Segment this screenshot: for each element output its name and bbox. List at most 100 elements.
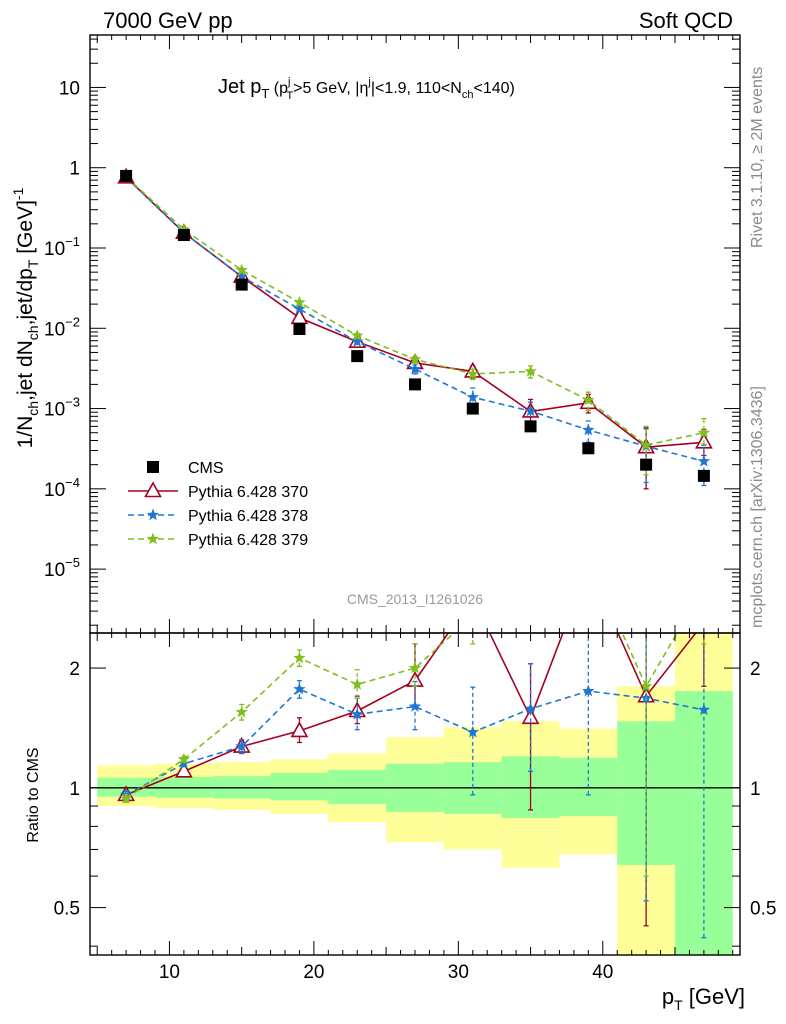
ratio-point: [177, 757, 191, 769]
y-tick-label: 10−5: [44, 555, 80, 581]
ratio-y-axis-label: Ratio to CMS: [25, 747, 42, 842]
ratio-point: [408, 700, 422, 712]
title-part: |<1.9, 110<N: [371, 80, 462, 97]
ylabel-part: T: [25, 259, 41, 268]
cms-point: [235, 278, 248, 291]
main-point: [293, 295, 306, 308]
mcplots-label: mcplots.cern.ch [arXiv:1306.3436]: [749, 386, 766, 628]
cms-point: [351, 350, 364, 363]
y-tick-label: 10: [59, 78, 80, 99]
title-part: T: [261, 86, 269, 101]
y-tick-label: 10−4: [44, 475, 80, 501]
x-tick-label: 10: [159, 962, 180, 983]
ratio-point: [351, 677, 364, 690]
ratio-series-line: [125, 688, 705, 796]
ratio-point: [524, 702, 537, 714]
legend-marker: [147, 461, 159, 473]
title-part: >5 GeV, |η: [293, 80, 368, 97]
main-point: [639, 438, 653, 451]
main-point: [697, 454, 711, 467]
y-tick-label: 10−3: [44, 395, 80, 421]
x-tick-label: 40: [592, 962, 613, 983]
main-point: [582, 423, 595, 436]
band-green: [328, 769, 387, 805]
header-right: Soft QCD: [639, 8, 733, 33]
title-part: ch: [462, 89, 474, 101]
main-point: [466, 390, 479, 403]
title-part: <140): [473, 80, 514, 97]
main-point: [408, 352, 422, 365]
band-green: [270, 772, 329, 801]
ratio-point: [175, 761, 193, 778]
title-part: j: [367, 76, 370, 88]
ratio-y-tick-label: 2: [69, 659, 80, 680]
main-point: [235, 270, 248, 282]
main-point: [582, 393, 595, 406]
main-point: [293, 302, 306, 315]
main-point: [524, 404, 537, 417]
ratio-panel-series: [117, 522, 711, 939]
main-series-line: [125, 176, 705, 447]
ratio-point: [697, 703, 711, 716]
cms-point: [697, 469, 710, 482]
ratio-point: [581, 559, 596, 573]
cms-point: [177, 229, 190, 242]
ratio-point: [293, 682, 306, 695]
ratio-y-tick-label-right: 0.5: [750, 899, 776, 920]
xlabel-part: T: [674, 997, 683, 1013]
ylabel-part: ch: [25, 325, 41, 340]
ratio-point: [408, 661, 422, 674]
cms-point: [640, 458, 653, 471]
legend-label: Pythia 6.428 378: [188, 508, 308, 525]
ratio-y-tick-label-right: 1: [750, 779, 761, 800]
main-title: Jet pT (pj T>5 GeV, |ηj|<1.9, 110<Nch<140…: [218, 76, 515, 102]
legend-label: Pythia 6.428 370: [188, 484, 308, 501]
ratio-point: [582, 684, 595, 697]
main-point: [697, 426, 711, 438]
ratio-point: [235, 705, 248, 718]
main-point: [466, 367, 479, 380]
legend-marker: [144, 481, 162, 498]
header-left: 7000 GeV pp: [103, 8, 233, 33]
ratio-point: [698, 580, 710, 592]
legend-marker: [146, 508, 160, 521]
ratio-point: [467, 610, 479, 622]
title-part: j: [287, 76, 290, 88]
title-part: T: [286, 90, 293, 102]
main-point: [235, 263, 248, 276]
legend-marker: [146, 532, 160, 545]
main-y-axis-label: 1/Nch,jet dNch,jet/dpT [GeV]-1: [10, 187, 41, 448]
analysis-id: CMS_2013_I1261026: [347, 591, 483, 607]
ratio-point: [351, 707, 364, 720]
ylabel-part: 1/N: [14, 416, 37, 449]
ratio-point: [235, 740, 248, 752]
ratio-point: [290, 721, 309, 738]
ylabel-part: ch: [25, 401, 41, 416]
x-tick-label: 30: [448, 962, 469, 983]
xlabel-part: p: [662, 984, 674, 1009]
ratio-point: [582, 551, 594, 563]
ylabel-part: ,jet/dp: [14, 268, 37, 325]
main-point: [351, 335, 364, 347]
legend-label: CMS: [188, 460, 224, 477]
main-point: [524, 364, 537, 377]
main-panel-series: [117, 167, 713, 490]
cms-point: [524, 420, 537, 433]
legend-label: Pythia 6.428 379: [188, 532, 308, 549]
title-part: (p: [269, 80, 288, 97]
ratio-point: [696, 615, 711, 629]
ratio-point: [639, 679, 653, 692]
ratio-y-tick-label: 0.5: [54, 899, 80, 920]
ratio-point: [466, 725, 479, 738]
main-point: [351, 329, 364, 341]
ratio-point: [524, 522, 536, 534]
x-tick-label: 20: [303, 962, 324, 983]
ratio-y-tick-label: 1: [69, 779, 80, 800]
y-tick-label: 1: [69, 159, 80, 180]
cms-point: [120, 169, 133, 182]
title-part: Jet p: [218, 76, 261, 98]
ratio-point: [293, 651, 306, 664]
legend: CMS Pythia 6.428 370 Pythia 6.428 378 Pythi…: [128, 460, 308, 549]
ylabel-part: [GeV]: [14, 200, 37, 260]
